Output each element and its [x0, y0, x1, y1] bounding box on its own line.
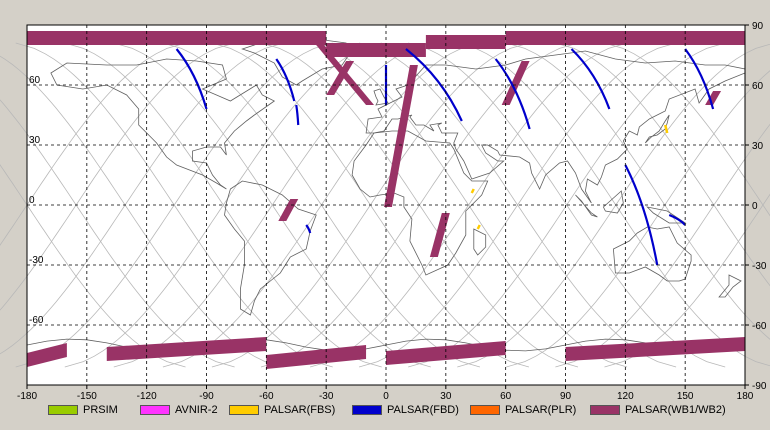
x-tick-label: 60 — [500, 391, 512, 402]
swath-wb-polar — [27, 31, 327, 45]
legend-swatch — [352, 405, 382, 415]
orbit-track — [113, 42, 431, 368]
legend-item-palsar-fbs: PALSAR(FBS) — [229, 403, 335, 417]
legend-label: PRSIM — [83, 404, 118, 416]
y-tick-label-left: 30 — [29, 135, 41, 146]
coastline — [50, 58, 276, 190]
x-tick-label: -150 — [77, 391, 97, 402]
coastline — [373, 88, 389, 106]
y-tick-label-left: -60 — [29, 315, 44, 326]
swath-wb-south — [27, 343, 67, 367]
legend: PRSIM AVNIR-2 PALSAR(FBS) PALSAR(FBD) PA… — [0, 403, 770, 423]
legend-swatch — [140, 405, 170, 415]
y-tick-label-right: 30 — [752, 141, 764, 152]
legend-label: PALSAR(WB1/WB2) — [625, 404, 726, 416]
x-tick-label: -90 — [199, 391, 214, 402]
legend-item-prsim: PRSIM — [48, 403, 118, 417]
coastline — [718, 274, 742, 298]
coastline — [644, 114, 670, 144]
x-tick-label: 0 — [383, 391, 389, 402]
swath-fbd — [570, 48, 611, 110]
y-tick-label-right: 60 — [752, 81, 764, 92]
orbit-track — [604, 42, 770, 217]
legend-label: PALSAR(PLR) — [505, 404, 577, 416]
y-tick-label-left: 0 — [29, 195, 35, 206]
orbit-track — [15, 42, 333, 368]
legend-label: PALSAR(FBS) — [264, 404, 336, 416]
y-tick-label-left: -30 — [29, 255, 44, 266]
legend-item-palsar-wb: PALSAR(WB1/WB2) — [590, 403, 726, 417]
swath-wb-strip — [384, 65, 418, 207]
legend-swatch — [48, 405, 78, 415]
swath-fbd — [275, 58, 296, 102]
legend-item-palsar-fbd: PALSAR(FBD) — [352, 403, 459, 417]
x-tick-label: 30 — [440, 391, 452, 402]
y-tick-label-left: 60 — [29, 75, 41, 86]
y-tick-label-right: 90 — [752, 21, 764, 32]
x-tick-label: -60 — [259, 391, 274, 402]
orbit-track — [408, 42, 726, 368]
swath-wb-south — [386, 341, 506, 365]
legend-item-avnir2: AVNIR-2 — [140, 403, 218, 417]
orbit-track — [64, 42, 382, 368]
orbit-track — [358, 42, 677, 368]
swath-fbd — [494, 58, 531, 130]
y-tick-label-right: -90 — [752, 381, 767, 392]
swath-wb-south — [266, 345, 367, 369]
swath-fbd — [668, 213, 686, 226]
coastline — [646, 206, 687, 224]
latitude-ticks: 90 60 30 0 -30 -60 -90 60 30 0 -30 -60 — [29, 21, 767, 392]
y-tick-label-right: -60 — [752, 321, 767, 332]
swath-fbs — [470, 188, 475, 194]
legend-label: PALSAR(FBD) — [387, 404, 459, 416]
swath-wb-polar — [425, 35, 506, 49]
swath-fbd — [405, 48, 463, 122]
swath-fbs — [664, 124, 669, 134]
swath-wb-strip — [705, 91, 722, 105]
swath-fbd — [295, 104, 300, 126]
swath-fbd — [305, 224, 312, 234]
legend-swatch — [470, 405, 500, 415]
x-tick-label: 90 — [560, 391, 572, 402]
x-tick-label: 120 — [617, 391, 634, 402]
coastline — [365, 50, 746, 204]
coastline — [602, 190, 624, 214]
swath-wb-strip — [326, 61, 355, 95]
x-tick-label: 180 — [737, 391, 754, 402]
x-tick-label: -180 — [17, 391, 37, 402]
coastline — [473, 228, 487, 256]
x-tick-label: -120 — [137, 391, 157, 402]
x-tick-label: -30 — [319, 391, 334, 402]
y-tick-label-right: -30 — [752, 261, 767, 272]
longitude-ticks: -180 -150 -120 -90 -60 -30 0 30 60 90 120 150 180 — [17, 385, 754, 402]
graticule — [27, 25, 745, 385]
legend-swatch — [229, 405, 259, 415]
swath-wb-polar — [326, 43, 426, 57]
swath-fbd — [624, 164, 659, 266]
swath-fbd — [684, 48, 715, 110]
swath-fbs — [476, 224, 481, 230]
legend-label: AVNIR-2 — [175, 404, 218, 416]
orbit-track — [309, 42, 628, 368]
observation-swaths — [27, 31, 745, 369]
swath-wb-strip — [278, 199, 299, 221]
coastline — [575, 194, 598, 218]
swath-wb-strip — [501, 61, 530, 105]
swath-wb-strip — [429, 213, 450, 257]
swath-fbd — [175, 48, 208, 110]
x-tick-label: 150 — [677, 391, 694, 402]
legend-swatch — [590, 405, 620, 415]
swath-wb-south — [565, 337, 745, 361]
y-tick-label-right: 0 — [752, 201, 758, 212]
legend-item-palsar-plr: PALSAR(PLR) — [470, 403, 576, 417]
coastline — [612, 226, 692, 282]
